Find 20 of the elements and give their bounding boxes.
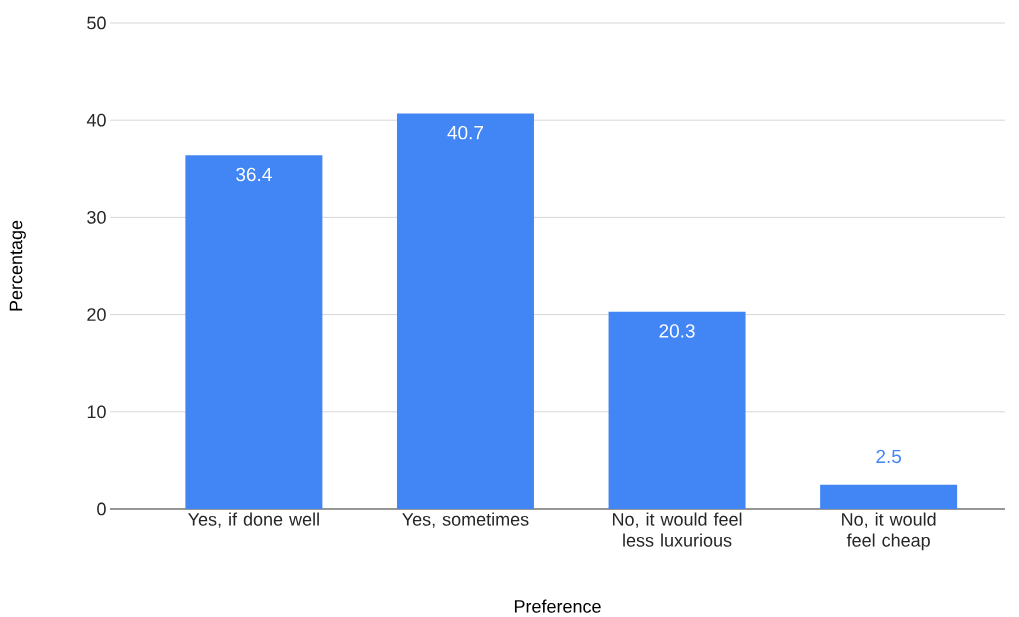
y-tick-label: 20 — [87, 308, 106, 321]
x-tick-label: No, it would feel less luxurious — [613, 512, 742, 547]
x-tick-label: No, it would feel cheap — [842, 512, 936, 551]
data-label: 2.5 — [876, 449, 902, 464]
bar — [820, 484, 958, 509]
data-label: 20.3 — [659, 324, 695, 338]
y-tick-label: 0 — [97, 502, 106, 516]
y-tick-label: 50 — [87, 16, 106, 30]
y-tick-label: 10 — [87, 405, 106, 419]
x-axis-title: Preference — [514, 599, 601, 613]
bar — [396, 113, 534, 509]
y-axis-title: Percentage — [9, 220, 26, 311]
bar — [185, 155, 323, 509]
data-label: 36.4 — [236, 167, 272, 182]
y-tick-label: 30 — [87, 211, 106, 224]
bar — [608, 311, 746, 509]
data-label: 40.7 — [447, 125, 483, 140]
x-tick-label: Yes, sometimes — [402, 512, 529, 528]
y-tick-label: 40 — [86, 113, 106, 127]
x-tick-label: Yes, if done well — [188, 512, 319, 528]
